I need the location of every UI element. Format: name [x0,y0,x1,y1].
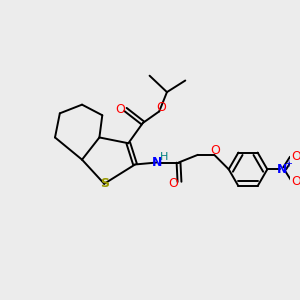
Text: O: O [156,101,166,114]
Text: O: O [210,143,220,157]
Text: N: N [277,163,287,176]
Text: H: H [160,152,168,162]
Text: N: N [152,156,163,169]
Text: -: - [299,180,300,190]
Text: S: S [100,177,109,190]
Text: O: O [291,175,300,188]
Text: O: O [291,150,300,163]
Text: O: O [116,103,126,116]
Text: +: + [284,158,292,169]
Text: O: O [168,177,178,190]
